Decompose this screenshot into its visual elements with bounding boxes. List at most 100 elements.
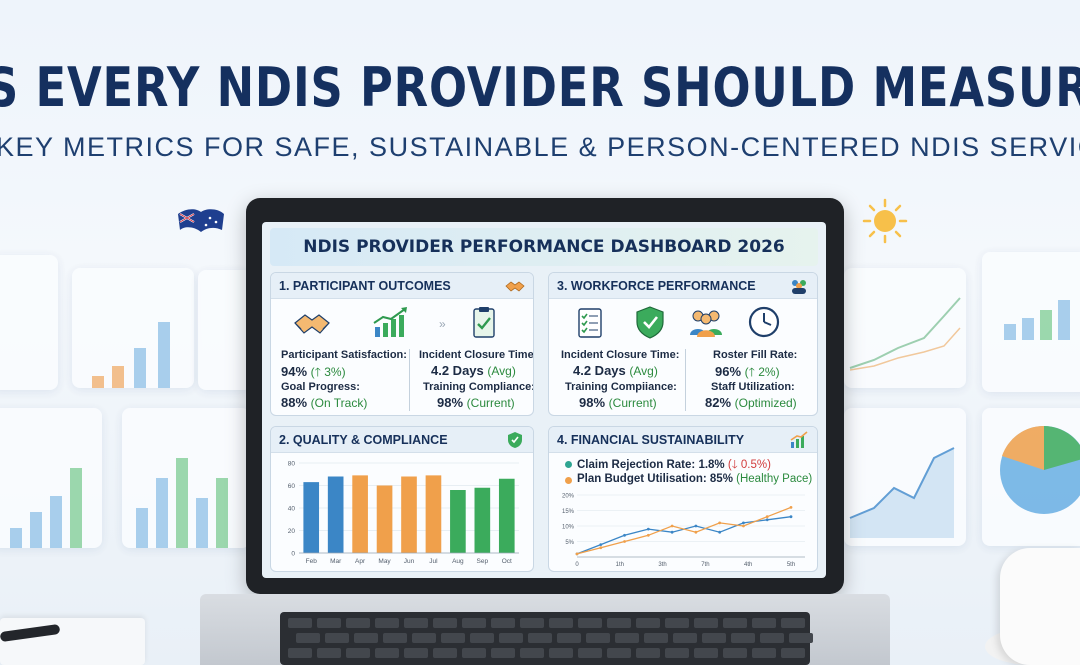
y-tick-label: 80	[288, 461, 296, 468]
handshake-icon	[294, 314, 330, 334]
staff-utilization-value: 82% (Optimized)	[705, 395, 797, 410]
y-tick-label: 0	[291, 551, 295, 558]
x-tick-label: May	[378, 558, 391, 565]
keyboard-key	[499, 633, 523, 643]
y-tick-label: 20%	[562, 494, 575, 500]
keyboard-key	[462, 648, 486, 658]
bar	[327, 476, 344, 553]
incident-closure-value: 4.2 Days (Avg)	[431, 363, 516, 378]
keyboard-key	[462, 618, 486, 628]
double-chevron-icon: »	[439, 317, 446, 331]
australian-flag-icon	[178, 209, 224, 232]
y-tick-label: 40	[288, 506, 296, 513]
x-tick-label: Aug	[452, 558, 464, 565]
keyboard-key	[549, 618, 573, 628]
data-point	[623, 533, 626, 537]
data-point	[599, 546, 603, 550]
x-tick-label: 3th	[658, 562, 666, 568]
panel-header: 4. FINANCIAL SUSTAINABILITY	[549, 427, 817, 453]
keyboard-key	[781, 618, 805, 628]
data-point	[670, 530, 674, 534]
bar	[352, 475, 368, 553]
x-tick-label: 7th	[701, 562, 709, 568]
shield-check-icon	[636, 306, 664, 339]
value-note: (Current)	[608, 396, 657, 410]
training-compliance-label: Training Compiiance:	[565, 381, 677, 393]
training-compliance-value: 98% (Current)	[579, 395, 657, 410]
keyboard-key	[296, 633, 320, 643]
data-point	[599, 543, 603, 546]
panel-title: 3. WORKFORCE PERFORMANCE	[557, 279, 756, 293]
financial-line-chart: 5% 10% 15% 20% 0 1th 3th 7th 4th 5th	[562, 494, 805, 568]
budget-utilisation-note: (Healthy Pace)	[736, 473, 813, 485]
value-text: 96%	[715, 364, 742, 379]
keyboard-key	[383, 633, 407, 643]
data-point	[646, 533, 650, 537]
keyboard-key	[354, 633, 378, 643]
budget-utilisation-value: 85%	[709, 473, 733, 485]
data-point	[742, 521, 745, 525]
value-text: 98%	[437, 395, 464, 410]
keyboard-key	[433, 618, 457, 628]
y-tick-label: 5%	[565, 540, 574, 546]
value-note: (On Track)	[310, 396, 368, 410]
data-point	[789, 515, 793, 519]
data-point	[623, 540, 626, 543]
keyboard-key	[375, 618, 399, 628]
value-text: 98%	[579, 395, 606, 410]
keyboard-key	[586, 633, 610, 643]
keyboard-key	[528, 633, 552, 643]
value-text: 88%	[281, 395, 308, 410]
panel-title: 1. PARTICIPANT OUTCOMES	[279, 279, 451, 293]
x-tick-label: Apr	[355, 558, 366, 565]
bar	[498, 478, 515, 553]
training-compliance-label: Training Compliance:	[423, 381, 534, 393]
keyboard-key	[317, 618, 341, 628]
value-text: 94%	[281, 364, 308, 379]
laptop-screen: NDIS PROVIDER PERFORMANCE DASHBOARD 2026…	[262, 222, 826, 578]
keyboard-key	[752, 618, 776, 628]
claim-rejection-row: Claim Rejection Rate: 1.8% (🡓 0.5%)	[577, 457, 771, 476]
panel-header: 1. PARTICIPANT OUTCOMES	[271, 273, 533, 299]
keyboard-key	[665, 618, 689, 628]
x-tick-label: 4th	[744, 562, 752, 568]
bg-card-pie	[982, 408, 1080, 546]
keyboard-key	[404, 648, 428, 658]
notebook	[0, 618, 145, 665]
bg-card-left-bottom	[0, 408, 102, 548]
bar	[303, 482, 320, 553]
keyboard-key	[433, 648, 457, 658]
data-point	[670, 524, 674, 528]
bar	[474, 487, 491, 553]
keyboard-key	[412, 633, 436, 643]
x-tick-label: Mar	[330, 558, 342, 565]
keyboard-key	[491, 618, 515, 628]
bg-card-right-far	[982, 252, 1080, 392]
growth-chart-icon	[790, 431, 808, 448]
team-icon	[690, 310, 722, 337]
keyboard-key	[520, 648, 544, 658]
bar	[376, 485, 393, 553]
x-tick-label: 5th	[787, 562, 795, 568]
keyboard-key	[723, 648, 747, 658]
bg-card-left-top	[0, 255, 58, 390]
participant-satisfaction-value: 94% (🡑 3%)	[281, 363, 346, 384]
value-text: 82%	[705, 395, 732, 410]
keyboard-key	[491, 648, 515, 658]
y-tick-label: 15%	[562, 509, 575, 515]
panel-workforce-performance: 3. WORKFORCE PERFORMANCE Incident	[548, 272, 818, 416]
data-point	[742, 524, 745, 528]
x-tick-label: 1th	[616, 562, 624, 568]
legend-dot-blue	[565, 461, 572, 468]
subheadline-text: KEY METRICS FOR SAFE, SUSTAINABLE & PERS…	[0, 132, 1080, 162]
keyboard-key	[723, 618, 747, 628]
panel-financial-sustainability: 4. FINANCIAL SUSTAINABILITY Claim Reject…	[548, 426, 818, 572]
data-point	[765, 518, 769, 522]
checklist-icon	[578, 308, 602, 338]
keyboard-key	[607, 648, 631, 658]
bg-card-right-bottom	[844, 408, 966, 546]
incident-closure-label: Incident Closure Time:	[561, 349, 680, 361]
x-tick-label: Sep	[477, 558, 489, 565]
bg-card-right-top	[844, 268, 966, 388]
data-point	[718, 521, 722, 525]
